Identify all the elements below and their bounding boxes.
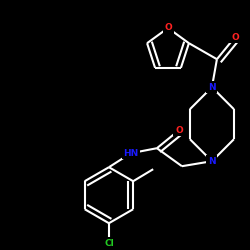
Text: N: N [208, 83, 216, 92]
Text: O: O [175, 126, 183, 135]
Text: O: O [231, 33, 239, 42]
Text: N: N [208, 157, 216, 166]
Text: O: O [164, 24, 172, 32]
Text: Cl: Cl [104, 239, 114, 248]
Text: HN: HN [123, 149, 138, 158]
